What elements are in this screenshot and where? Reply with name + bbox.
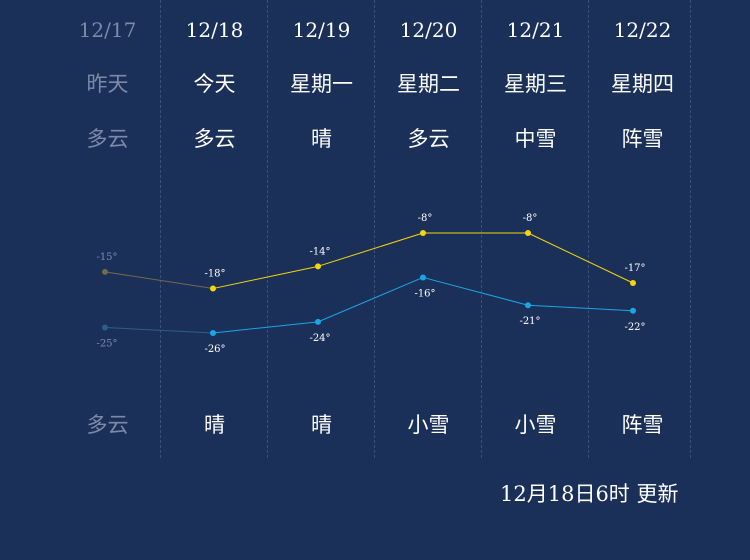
high-temp-point xyxy=(420,230,426,236)
column-divider xyxy=(588,0,589,458)
forecast-day: 昨天 xyxy=(86,72,129,96)
low-temp-point xyxy=(210,330,216,336)
forecast-weather-day: 晴 xyxy=(311,127,332,151)
temperature-chart: -15° -18° -14° -8° -8° -17° -25° -26° -24° -16° -2… xyxy=(96,213,645,355)
high-temp-point xyxy=(525,230,531,236)
high-temp-label: -14° xyxy=(309,246,330,257)
low-temp-point xyxy=(525,302,531,309)
forecast-column: 12/20 星期二 多云 小雪 xyxy=(375,0,482,458)
forecast-date: 12/21 xyxy=(506,18,565,42)
high-temp-label: -8° xyxy=(523,213,538,224)
forecast-weather-night: 晴 xyxy=(311,413,332,437)
high-temp-segment xyxy=(212,265,319,290)
low-temp-point xyxy=(420,274,426,281)
forecast-column-yesterday: 12/17 昨天 多云 多云 xyxy=(54,0,161,458)
low-temp-label: -22° xyxy=(624,322,645,333)
forecast-column: 12/19 星期一 晴 晴 xyxy=(268,0,375,458)
low-temp-segment xyxy=(527,304,634,312)
forecast-day: 星期一 xyxy=(290,72,353,96)
low-temp-segment xyxy=(317,276,424,323)
low-temp-point xyxy=(102,324,108,331)
forecast-weather-day: 多云 xyxy=(193,127,236,151)
high-temp-segment xyxy=(527,232,634,284)
column-divider xyxy=(160,0,161,458)
column-divider xyxy=(481,0,482,458)
forecast-date: 12/18 xyxy=(185,18,244,42)
forecast-weather-day: 阵雪 xyxy=(621,127,664,151)
high-temp-point xyxy=(210,285,216,292)
low-temp-label: -25° xyxy=(96,338,117,349)
low-temp-label: -26° xyxy=(204,344,225,355)
forecast-day: 星期四 xyxy=(611,72,674,96)
forecast-weather-night: 小雪 xyxy=(407,413,450,437)
forecast-weather-night: 小雪 xyxy=(514,413,557,437)
low-temp-point xyxy=(630,307,636,314)
update-time: 12月18日6时 更新 xyxy=(500,482,679,506)
forecast-weather-day: 多云 xyxy=(86,127,129,151)
forecast-column-today: 12/18 今天 多云 晴 xyxy=(161,0,268,458)
low-temp-point xyxy=(315,318,321,325)
high-temp-label: -15° xyxy=(96,252,117,263)
forecast-column: 12/21 星期三 中雪 小雪 xyxy=(482,0,589,458)
forecast-weather-night: 晴 xyxy=(204,413,225,437)
forecast-column: 12/22 星期四 阵雪 阵雪 xyxy=(589,0,696,458)
forecast-day: 星期三 xyxy=(504,72,567,96)
low-temp-segment xyxy=(104,326,214,334)
high-temp-point xyxy=(630,280,636,286)
high-temp-label: -18° xyxy=(204,269,225,280)
column-divider xyxy=(690,0,691,458)
forecast-date: 12/19 xyxy=(292,18,351,42)
column-divider xyxy=(374,0,375,458)
low-temp-segment xyxy=(422,276,529,306)
forecast-date: 12/22 xyxy=(613,18,672,42)
high-temp-label: -17° xyxy=(624,263,645,274)
high-temp-segment xyxy=(104,271,214,290)
high-temp-segment xyxy=(317,232,424,267)
forecast-weather-day: 中雪 xyxy=(514,127,557,151)
high-temp-label: -8° xyxy=(418,213,433,224)
forecast-day: 星期二 xyxy=(397,72,460,96)
low-temp-label: -24° xyxy=(309,333,330,344)
low-temp-segment xyxy=(212,321,319,334)
high-temp-point xyxy=(102,268,108,275)
forecast-weather-night: 阵雪 xyxy=(621,413,664,437)
forecast-weather-night: 多云 xyxy=(86,413,129,437)
column-divider xyxy=(267,0,268,458)
forecast-weather-day: 多云 xyxy=(407,127,450,151)
forecast-date: 12/20 xyxy=(399,18,458,42)
low-temp-label: -16° xyxy=(414,288,435,299)
forecast-day: 今天 xyxy=(193,72,236,96)
forecast-date: 12/17 xyxy=(78,18,137,42)
high-temp-point xyxy=(315,263,321,270)
low-temp-label: -21° xyxy=(519,316,540,327)
